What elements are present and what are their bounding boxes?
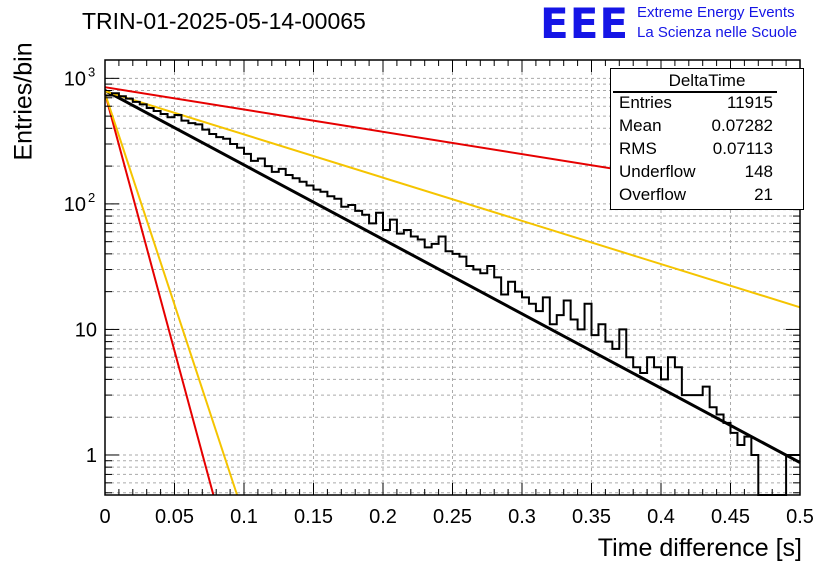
stats-value: 0.07113: [712, 139, 773, 158]
y-tick-exponent: 2: [88, 190, 95, 205]
logo-line-1: Extreme Energy Events: [637, 4, 795, 21]
x-tick-labels: 0 0.05 0.1 0.15 0.2 0.25 0.3 0.35 0.4 0.45 0.5: [99, 506, 813, 528]
axes: [104, 59, 801, 496]
x-tick-label: 0.45: [711, 506, 750, 528]
fit-curve: [104, 93, 215, 496]
x-tick-label: 0.5: [786, 506, 814, 528]
histogram-steps: [105, 92, 800, 496]
y-tick-label: 10: [64, 68, 86, 90]
fit-curve: [104, 89, 801, 464]
y-tick-exponent: 3: [88, 64, 95, 79]
stats-title: DeltaTime: [668, 71, 746, 90]
stats-key: Entries: [619, 93, 672, 112]
stats-row-mean: Mean 0.07282: [619, 116, 773, 138]
stats-row-rms: RMS 0.07113: [619, 139, 773, 161]
stats-key: Mean: [619, 116, 662, 135]
grid-lines: [104, 60, 801, 495]
plot-title: TRIN-01-2025-05-14-00065: [82, 8, 366, 34]
x-tick-label: 0.05: [155, 506, 194, 528]
stats-row-overflow: Overflow 21: [619, 185, 773, 207]
x-axis-label: Time difference [s]: [597, 534, 802, 562]
y-tick-label: 10: [75, 319, 97, 341]
stats-key: Overflow: [619, 185, 687, 204]
y-tick-label: 10: [64, 194, 86, 216]
x-tick-label: 0.15: [294, 506, 333, 528]
x-tick-label: 0.35: [572, 506, 611, 528]
stats-title-rule: [613, 91, 777, 93]
fit-curve: [104, 92, 239, 496]
fit-curves: [104, 86, 801, 496]
x-tick-label: 0.25: [433, 506, 472, 528]
stats-key: RMS: [619, 139, 657, 158]
stats-value: 148: [744, 162, 773, 181]
stats-value: 21: [754, 185, 773, 204]
x-tick-label: 0.1: [230, 506, 258, 528]
stats-box: DeltaTime Entries 11915 Mean 0.07282 RMS…: [610, 68, 804, 210]
stats-value: 11915: [726, 93, 773, 112]
x-tick-label: 0: [99, 506, 110, 528]
eee-logo: EEE: [540, 0, 630, 48]
stats-row-entries: Entries 11915: [619, 93, 773, 115]
stats-key: Underflow: [619, 162, 696, 181]
x-tick-label: 0.2: [369, 506, 397, 528]
stats-row-underflow: Underflow 148: [619, 162, 773, 184]
x-tick-label: 0.3: [508, 506, 536, 528]
stats-value: 0.07282: [711, 116, 773, 135]
logo-line-2: La Scienza nelle Scuole: [637, 24, 798, 41]
y-axis-label: Entries/bin: [9, 42, 38, 161]
y-tick-label: 1: [86, 445, 97, 467]
x-tick-label: 0.4: [647, 506, 675, 528]
fit-curve: [104, 90, 801, 309]
